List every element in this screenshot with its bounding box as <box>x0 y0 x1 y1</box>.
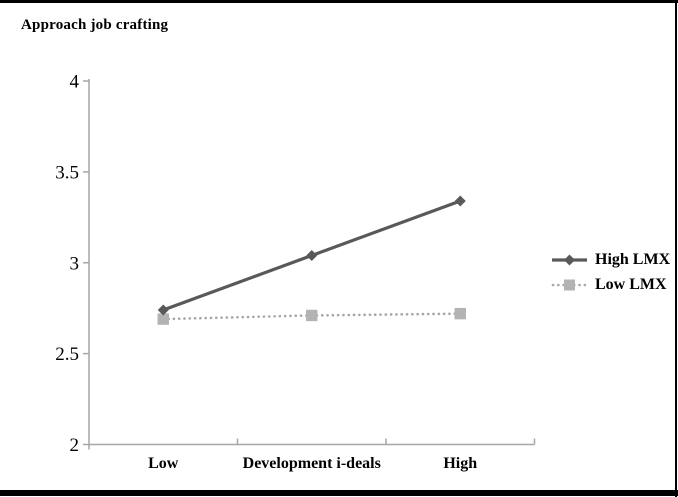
right-rule <box>675 0 677 497</box>
data-point-marker-high-lmx <box>157 304 169 316</box>
high-lmx-line-sample-icon <box>552 254 587 266</box>
x-category-label: High <box>443 455 477 472</box>
y-tick-label: 2 <box>70 435 80 456</box>
data-point-marker-low-lmx <box>454 307 466 320</box>
x-category-label: Development i-deals <box>243 455 381 472</box>
legend-label-low-lmx: Low LMX <box>595 276 667 293</box>
data-point-marker-low-lmx <box>306 309 318 322</box>
chart-title: Approach job crafting <box>21 17 169 33</box>
legend-item-low-lmx: Low LMX <box>551 277 670 293</box>
legend-label-high-lmx: High LMX <box>595 251 671 268</box>
y-tick-label: 2.5 <box>55 344 79 365</box>
bottom-rule <box>0 490 678 496</box>
legend-item-high-lmx: High LMX <box>551 252 670 268</box>
data-point-marker-high-lmx <box>454 195 466 207</box>
legend: High LMX Low LMX <box>551 252 670 293</box>
y-tick-label: 4 <box>70 72 80 93</box>
x-category-label: Low <box>148 455 179 472</box>
y-tick-label: 3 <box>70 253 80 274</box>
y-tick-label: 3.5 <box>55 162 79 183</box>
data-point-marker-low-lmx <box>157 313 169 325</box>
low-lmx-line-sample-icon <box>551 279 588 291</box>
top-rule <box>0 0 678 3</box>
data-point-marker-high-lmx <box>306 249 318 261</box>
